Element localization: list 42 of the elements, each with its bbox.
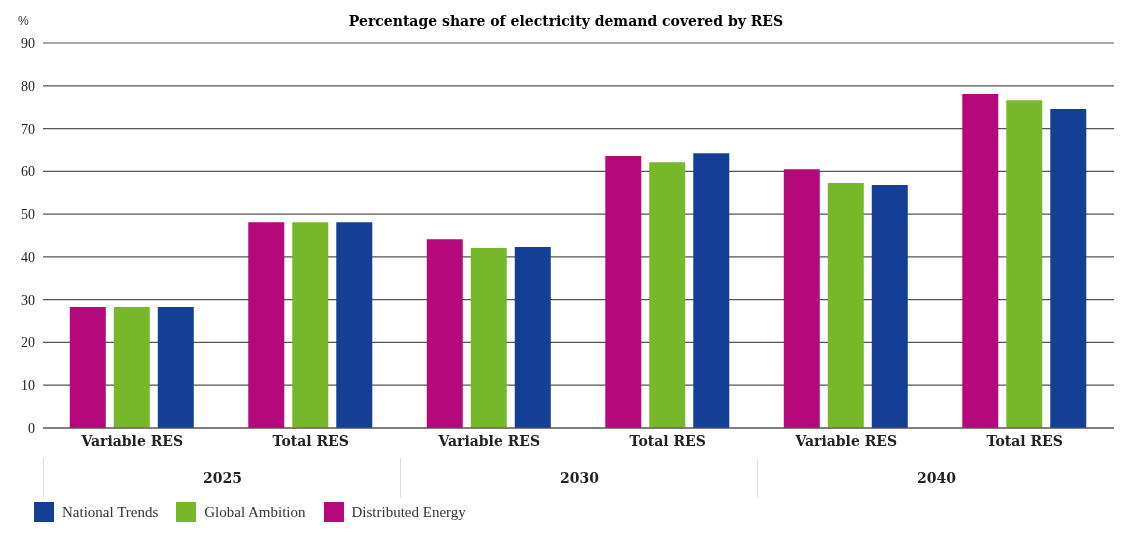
bar — [1050, 108, 1087, 428]
bar — [426, 239, 463, 428]
bar — [470, 247, 507, 428]
legend-label: National Trends — [62, 503, 159, 521]
bar — [157, 306, 194, 428]
bar — [871, 185, 908, 428]
y-tick-label: 10 — [21, 378, 35, 394]
chart-title: Percentage share of electricity demand covered by RES — [348, 13, 784, 29]
x-tick-label: Total RES — [629, 432, 706, 449]
x-tick-label: Variable RES — [437, 432, 541, 449]
bar — [292, 222, 329, 428]
text: 2025 — [43, 458, 401, 498]
bar — [69, 306, 106, 428]
legend-label: Global Ambition — [204, 503, 306, 521]
y-tick-label: 0 — [28, 420, 35, 436]
y-tick-label: 80 — [21, 78, 35, 94]
y-axis-title: % — [18, 14, 29, 28]
y-tick-label: 90 — [21, 35, 35, 51]
y-tick-label: 70 — [21, 121, 35, 137]
bar — [827, 182, 864, 428]
y-tick-label: 50 — [21, 207, 35, 223]
x-tick-label: Total RES — [986, 432, 1063, 449]
y-tick-label: 40 — [21, 249, 35, 265]
bar — [514, 247, 551, 428]
bar — [962, 93, 999, 428]
x-tick-label: Total RES — [272, 432, 349, 449]
text: 2040 — [757, 458, 1115, 498]
bar — [693, 153, 730, 428]
bar — [336, 222, 373, 428]
bar — [605, 155, 642, 428]
legend-label: Distributed Energy — [351, 503, 466, 521]
bar — [248, 222, 285, 428]
bar — [113, 306, 150, 428]
x-tick-label: Variable RES — [80, 432, 184, 449]
x-tick-label: Variable RES — [794, 432, 898, 449]
bar — [1006, 100, 1043, 428]
y-tick-label: 60 — [21, 164, 35, 180]
y-tick-label: 20 — [21, 335, 35, 351]
bar — [649, 162, 686, 428]
bar — [783, 169, 820, 428]
y-tick-label: 30 — [21, 292, 35, 308]
text: 2030 — [400, 458, 758, 498]
